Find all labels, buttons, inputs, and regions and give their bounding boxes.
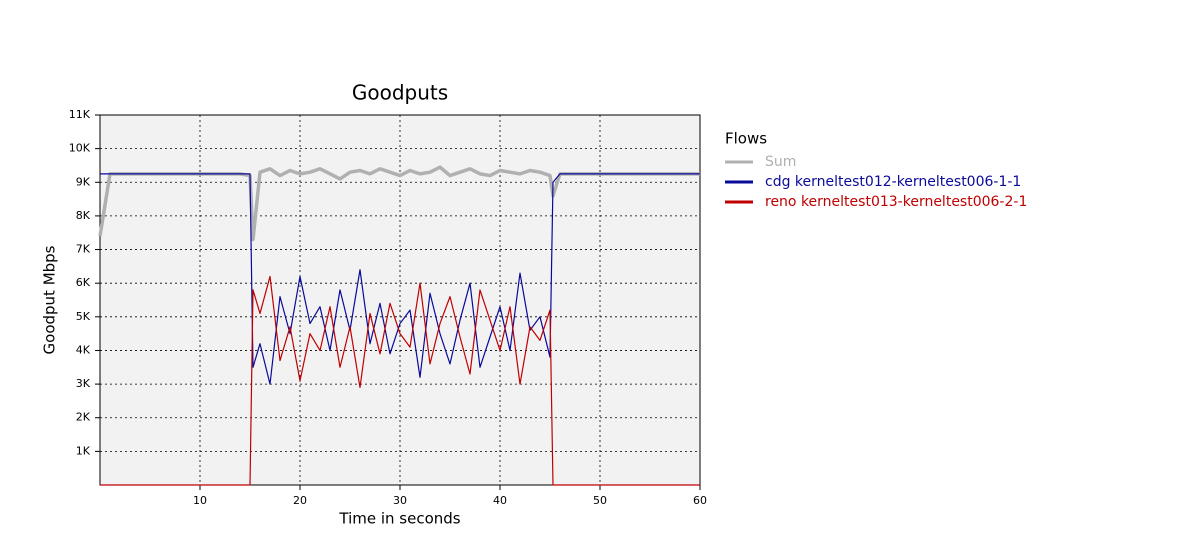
legend-label: Sum [765,154,796,170]
y-tick-label: 2K [76,411,91,424]
x-tick-label: 20 [293,494,307,507]
y-axis-label: Goodput Mbps [41,245,59,354]
legend-title: Flows [725,130,767,148]
y-tick-label: 3K [76,377,91,390]
y-tick-label: 6K [76,276,91,289]
series-line [100,173,700,385]
legend-label: cdg kerneltest012-kerneltest006-1-1 [765,174,1021,190]
y-tick-label: 4K [76,343,91,356]
x-axis-label: Time in seconds [338,510,460,528]
y-tick-label: 11K [69,108,91,121]
y-tick-label: 5K [76,310,91,323]
y-tick-label: 7K [76,243,91,256]
series-line [100,275,700,486]
y-tick-label: 1K [76,444,91,457]
x-tick-label: 50 [593,494,607,507]
x-tick-label: 60 [693,494,707,507]
x-tick-label: 10 [193,494,207,507]
x-tick-label: 40 [493,494,507,507]
legend-label: reno kerneltest013-kerneltest006-2-1 [765,194,1027,210]
y-tick-label: 8K [76,209,91,222]
chart-title: Goodputs [352,81,448,105]
y-tick-label: 9K [76,175,91,188]
x-tick-label: 30 [393,494,407,507]
y-tick-label: 10K [69,142,91,155]
